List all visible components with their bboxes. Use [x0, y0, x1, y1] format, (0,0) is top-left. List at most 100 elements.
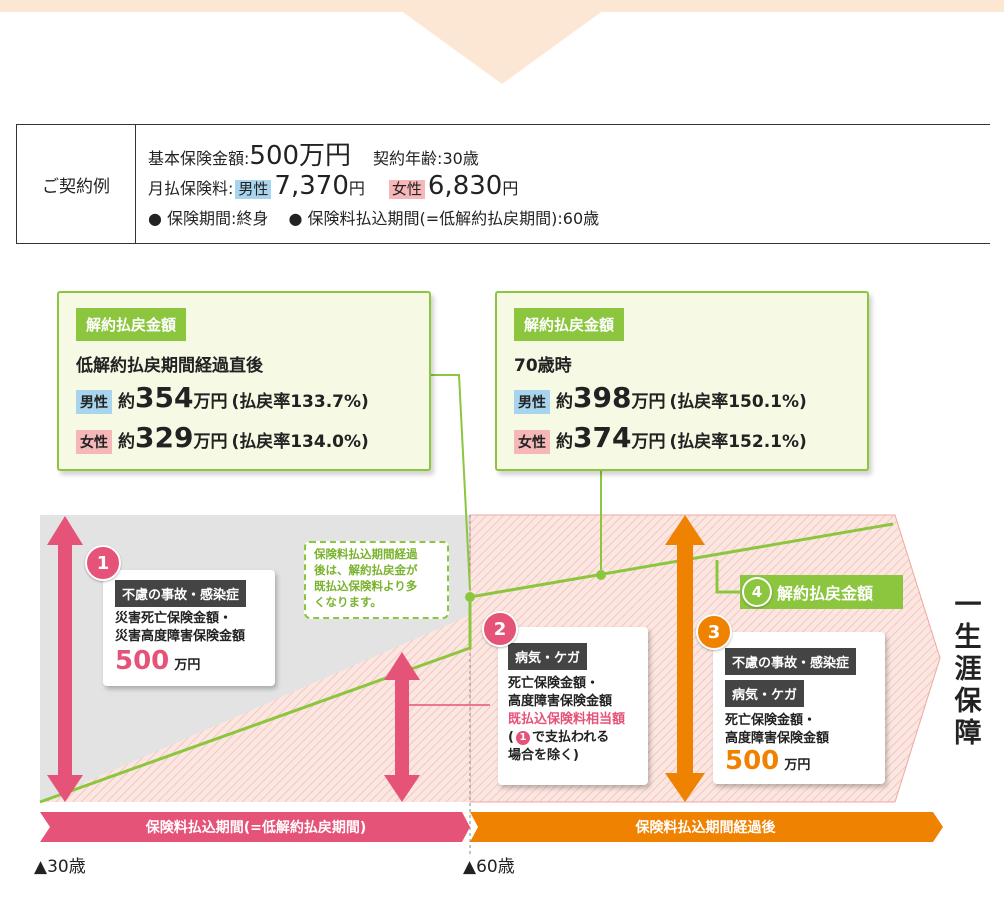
note-line: 既払込保険料より多 — [314, 579, 418, 593]
after-payment-band — [470, 812, 943, 842]
illness-tag: 病気・ケガ — [508, 643, 588, 670]
period-note: ● 保険期間:終身 — [148, 209, 269, 228]
female-premium: 6,830 — [427, 171, 503, 201]
female-rate: (払戻率134.0%) — [231, 432, 369, 452]
callout-title: 70歳時 — [514, 356, 572, 376]
paid-premiums-area — [40, 615, 470, 802]
sum-label: 基本保険金額: — [148, 149, 250, 168]
yen-unit: 円 — [348, 179, 365, 198]
unit-man-yen: 万円 — [174, 658, 201, 673]
female-tag: 女性 — [76, 430, 112, 454]
lifetime-char: 保 — [954, 686, 982, 717]
box2-line4-text: で支払われる — [531, 730, 610, 745]
number-badge-3: 3 — [696, 614, 732, 650]
yen-unit: 円 — [502, 179, 519, 198]
benefit-box-2: 病気・ケガ 死亡保険金額・ 高度障害保険金額 既払込保険料相当額 ( 1 で支払… — [498, 627, 648, 785]
after-payment-label: 保険料払込期間経過後 — [635, 820, 776, 836]
note-line: 後は、解約払戻金が — [314, 563, 418, 577]
unit-man-yen: 万円 — [631, 392, 666, 412]
paren: ( — [508, 730, 514, 745]
age-60-marker: ▲60歳 — [463, 857, 515, 877]
male-tag: 男性 — [514, 390, 550, 414]
female-tag: 女性 — [514, 430, 550, 454]
callout-tag: 解約払戻金額 — [76, 308, 187, 341]
callout-male-row: 男性 約 354 万円 (払戻率133.7%) — [76, 381, 369, 414]
callout-male-row: 男性 約 398 万円 (払戻率150.1%) — [514, 381, 807, 414]
benefit-box-3: 不慮の事故・感染症 病気・ケガ 死亡保険金額・ 高度障害保険金額 500 万円 — [713, 632, 885, 784]
unit-man-yen: 万円 — [631, 432, 666, 452]
female-surrender-value: 329 — [135, 421, 194, 454]
approx-prefix: 約 — [556, 392, 573, 412]
male-tag: 男性 — [76, 390, 112, 414]
box1-line1: 災害死亡保険金額・ — [115, 611, 233, 626]
accident-tag: 不慮の事故・感染症 — [725, 648, 857, 675]
note-line: くなります。 — [314, 595, 382, 609]
illness-tag: 病気・ケガ — [725, 680, 805, 707]
contract-table: ご契約例 基本保険金額: 500万円 契約年齢:30歳 月払保険料: 男性 7,… — [16, 124, 990, 244]
unit-man-yen: 万円 — [193, 432, 228, 452]
lifetime-char: 涯 — [954, 654, 982, 685]
box2-line1: 死亡保険金額・ — [508, 676, 600, 691]
box2-line2: 高度障害保険金額 — [508, 694, 613, 709]
lifetime-char: 障 — [954, 718, 982, 749]
connector-label4 — [715, 560, 740, 594]
box2-line3: 既払込保険料相当額 — [508, 712, 626, 727]
double-arrow-3 — [665, 515, 705, 802]
box1-amount: 500 — [115, 646, 170, 676]
age-30-marker: ▲30歳 — [34, 857, 86, 877]
top-band — [0, 0, 1004, 12]
female-tag: 女性 — [388, 180, 425, 199]
callout-surrender-70: 解約払戻金額 70歳時 男性 約 398 万円 (払戻率150.1%) 女性 約… — [495, 291, 869, 471]
number-badge-1-mini: 1 — [515, 731, 530, 745]
box3-amount-row: 500 万円 — [725, 746, 810, 776]
contract-age: 契約年齢:30歳 — [373, 149, 479, 168]
male-tag: 男性 — [235, 180, 272, 199]
approx-prefix: 約 — [556, 432, 573, 452]
lifetime-char: 生 — [954, 622, 982, 653]
number-badge-4: 4 — [742, 577, 772, 607]
male-surrender-value: 398 — [573, 381, 632, 414]
connector-left — [428, 374, 471, 591]
callout-tag: 解約払戻金額 — [514, 308, 625, 341]
box3-line1: 死亡保険金額・ — [725, 713, 817, 728]
callout-title: 低解約払戻期間経過直後 — [76, 356, 263, 376]
lifetime-char: 一 — [954, 590, 982, 621]
unit-man-yen: 万円 — [193, 392, 228, 412]
male-surrender-value: 354 — [135, 381, 194, 414]
accident-tag: 不慮の事故・感染症 — [115, 580, 247, 607]
box3-amount: 500 — [725, 746, 780, 776]
monthly-label: 月払保険料: — [148, 179, 234, 198]
male-premium: 7,370 — [274, 171, 349, 201]
sum-value: 500万円 — [249, 141, 352, 171]
benefit-box-1: 不慮の事故・感染症 災害死亡保険金額・ 災害高度障害保険金額 500 万円 — [103, 570, 275, 686]
female-rate: (払戻率152.1%) — [669, 432, 807, 452]
payment-period-label: 保険料払込期間(=低解約払戻期間) — [145, 820, 367, 836]
note-line: 保険料払込期間経過 — [314, 547, 418, 561]
double-arrow-2 — [384, 652, 420, 802]
note-bubble: 保険料払込期間経過 後は、解約払戻金が 既払込保険料より多 くなります。 — [304, 541, 449, 619]
box1-amount-row: 500 万円 — [115, 646, 200, 676]
surrender-point-70 — [596, 570, 606, 580]
approx-prefix: 約 — [118, 392, 135, 412]
box1-line2: 災害高度障害保険金額 — [115, 629, 246, 644]
male-rate: (払戻率133.7%) — [231, 392, 369, 412]
contract-label: ご契約例 — [16, 125, 136, 243]
down-chevron-icon — [400, 10, 604, 84]
payment-note: ● 保険料払込期間(=低解約払戻期間):60歳 — [288, 209, 600, 228]
surrender-point-60 — [465, 592, 475, 602]
approx-prefix: 約 — [118, 432, 135, 452]
surrender-value-label: 4 解約払戻金額 — [740, 575, 903, 609]
payment-period-band — [40, 812, 470, 842]
callout-female-row: 女性 約 374 万円 (払戻率152.1%) — [514, 421, 807, 454]
box2-line5: 場合を除く) — [508, 748, 579, 763]
male-rate: (払戻率150.1%) — [669, 392, 807, 412]
box2-line4: ( 1 で支払われる — [508, 729, 609, 747]
label4-text: 解約払戻金額 — [777, 584, 874, 603]
female-surrender-value: 374 — [573, 421, 632, 454]
number-badge-1: 1 — [85, 545, 121, 581]
double-arrow-1 — [47, 516, 83, 802]
unit-man-yen: 万円 — [784, 758, 811, 773]
callout-female-row: 女性 約 329 万円 (払戻率134.0%) — [76, 421, 369, 454]
box3-line2: 高度障害保険金額 — [725, 731, 830, 746]
lifetime-coverage-label: 一 生 涯 保 障 — [948, 590, 988, 750]
